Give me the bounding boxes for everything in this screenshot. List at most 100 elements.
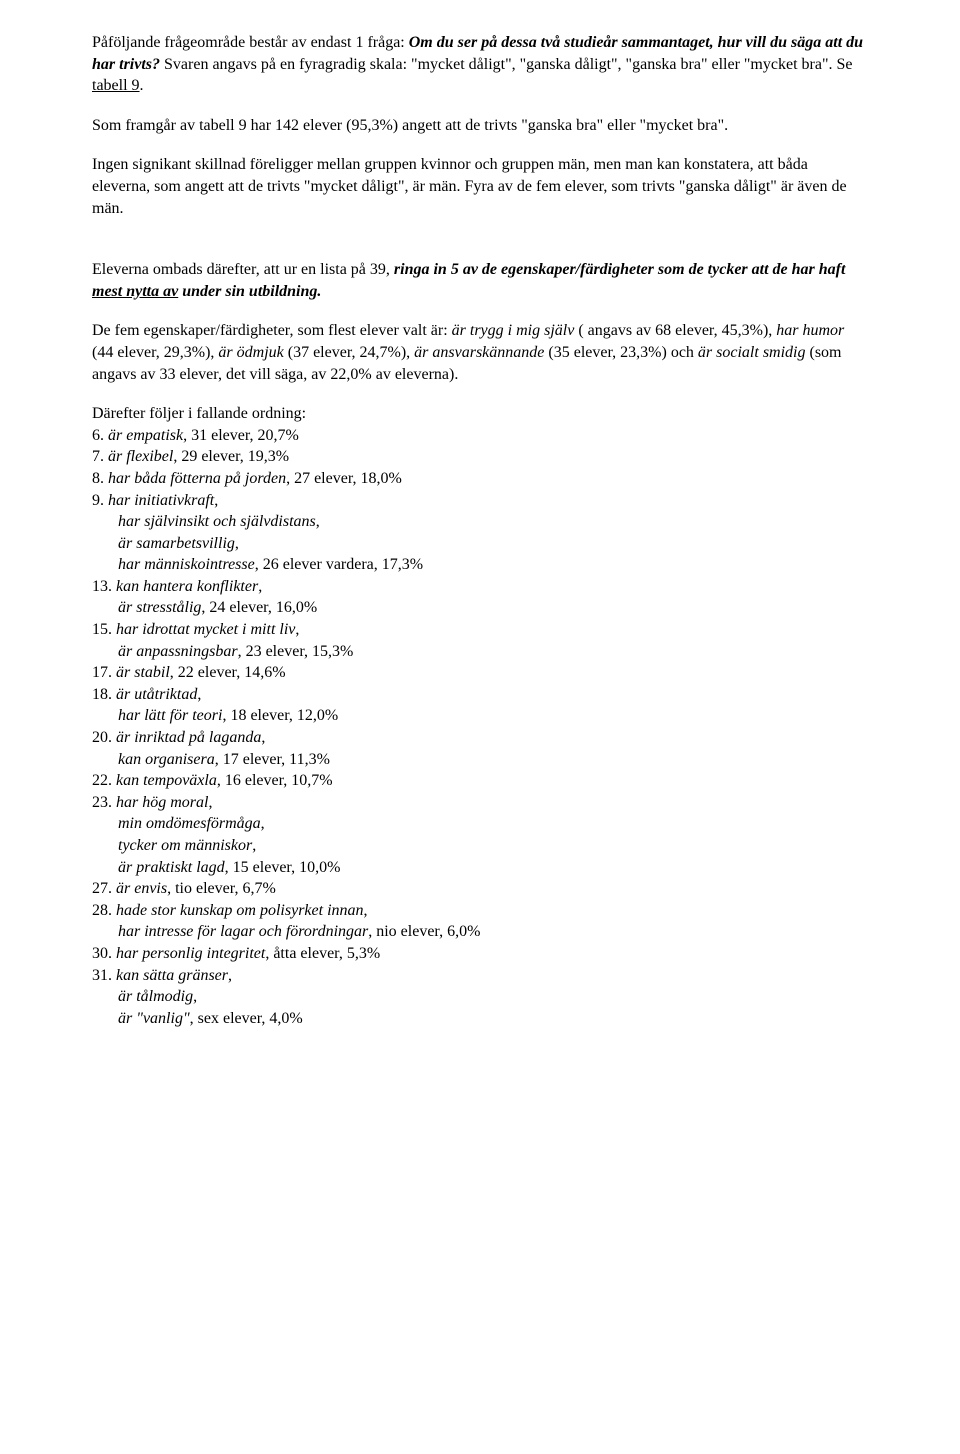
text: , xyxy=(295,621,299,638)
count: , åtta elever, 5,3% xyxy=(265,945,380,962)
skill: är flexibel xyxy=(108,448,173,465)
rank-number: 31. xyxy=(92,967,116,984)
list-item: har lätt för teori, 18 elever, 12,0% xyxy=(92,705,868,727)
text: (44 elever, 29,3%), xyxy=(92,344,218,361)
text: (35 elever, 23,3%) och xyxy=(544,344,698,361)
count: , 29 elever, 19,3% xyxy=(173,448,289,465)
text: , xyxy=(364,902,368,919)
rank-number: 13. xyxy=(92,578,116,595)
skill: har hög moral xyxy=(116,794,208,811)
rank-number: 28. xyxy=(92,902,116,919)
text: Eleverna ombads därefter, att ur en list… xyxy=(92,261,394,278)
skill: är ödmjuk xyxy=(218,344,283,361)
skill: är tålmodig xyxy=(118,988,193,1005)
count: , 24 elever, 16,0% xyxy=(201,599,317,616)
rank-number: 6. xyxy=(92,427,108,444)
count: , 27 elever, 18,0% xyxy=(286,470,402,487)
rank-number: 15. xyxy=(92,621,116,638)
list-item: är tålmodig, xyxy=(92,986,868,1008)
text: . xyxy=(140,77,144,94)
skill: har personlig integritet xyxy=(116,945,265,962)
text: , xyxy=(258,578,262,595)
count: , 22 elever, 14,6% xyxy=(170,664,286,681)
skill: har initiativkraft xyxy=(108,492,214,509)
text: (37 elever, 24,7%), xyxy=(284,344,414,361)
text: , xyxy=(252,837,256,854)
count: , 23 elever, 15,3% xyxy=(238,643,354,660)
list-item: 23. har hög moral, xyxy=(92,792,868,814)
skill: kan sätta gränser xyxy=(116,967,228,984)
text: , xyxy=(197,686,201,703)
list-item: kan organisera, 17 elever, 11,3% xyxy=(92,749,868,771)
list-item: 13. kan hantera konflikter, xyxy=(92,576,868,598)
list-item: 7. är flexibel, 29 elever, 19,3% xyxy=(92,446,868,468)
rank-number: 7. xyxy=(92,448,108,465)
list-item: tycker om människor, xyxy=(92,835,868,857)
skill: har lätt för teori xyxy=(118,707,222,724)
document-page: Påföljande frågeområde består av endast … xyxy=(0,0,960,1069)
list-item: 17. är stabil, 22 elever, 14,6% xyxy=(92,662,868,684)
rank-number: 17. xyxy=(92,664,116,681)
paragraph: Ingen signikant skillnad föreligger mell… xyxy=(92,154,868,219)
spacer xyxy=(92,237,868,259)
text: , xyxy=(235,535,239,552)
skill: är samarbetsvillig xyxy=(118,535,235,552)
list-item: 28. hade stor kunskap om polisyrket inna… xyxy=(92,900,868,922)
emphasis-underline: mest nytta av xyxy=(92,283,178,300)
rank-number: 30. xyxy=(92,945,116,962)
rank-number: 20. xyxy=(92,729,116,746)
skill: kan tempoväxla xyxy=(116,772,217,789)
list-item: har intresse för lagar och förordningar,… xyxy=(92,921,868,943)
list-item: min omdömesförmåga, xyxy=(92,813,868,835)
text: Påföljande frågeområde består av endast … xyxy=(92,34,409,51)
skill: är socialt smidig xyxy=(698,344,806,361)
list-item: 22. kan tempoväxla, 16 elever, 10,7% xyxy=(92,770,868,792)
count: , 16 elever, 10,7% xyxy=(217,772,333,789)
table-ref: tabell 9 xyxy=(92,77,140,94)
paragraph: Som framgår av tabell 9 har 142 elever (… xyxy=(92,115,868,137)
count: , sex elever, 4,0% xyxy=(190,1010,303,1027)
skill: har självinsikt och självdistans xyxy=(118,513,316,530)
list-item: 20. är inriktad på laganda, xyxy=(92,727,868,749)
emphasis: ringa in 5 av de egenskaper/färdigheter … xyxy=(394,261,846,278)
count: , 15 elever, 10,0% xyxy=(225,859,341,876)
skill: har människointresse xyxy=(118,556,255,573)
rank-number: 8. xyxy=(92,470,108,487)
list-item: har människointresse, 26 elever vardera,… xyxy=(92,554,868,576)
count: , tio elever, 6,7% xyxy=(167,880,276,897)
list-item: är anpassningsbar, 23 elever, 15,3% xyxy=(92,641,868,663)
emphasis: under sin utbildning. xyxy=(178,283,321,300)
list-item: 8. har båda fötterna på jorden, 27 eleve… xyxy=(92,468,868,490)
skill: hade stor kunskap om polisyrket innan xyxy=(116,902,364,919)
list-item: 27. är envis, tio elever, 6,7% xyxy=(92,878,868,900)
text: , xyxy=(208,794,212,811)
text: , xyxy=(193,988,197,1005)
skill: har båda fötterna på jorden xyxy=(108,470,286,487)
skill: är stabil xyxy=(116,664,170,681)
skill: har intresse för lagar och förordningar xyxy=(118,923,368,940)
text: , xyxy=(214,492,218,509)
list-item: 30. har personlig integritet, åtta eleve… xyxy=(92,943,868,965)
text: , xyxy=(228,967,232,984)
list-item: är praktiskt lagd, 15 elever, 10,0% xyxy=(92,857,868,879)
paragraph: De fem egenskaper/färdigheter, som flest… xyxy=(92,320,868,385)
skill: är trygg i mig själv xyxy=(452,322,575,339)
rank-number: 18. xyxy=(92,686,116,703)
ranked-list: 6. är empatisk, 31 elever, 20,7% 7. är f… xyxy=(92,425,868,1030)
text: , xyxy=(316,513,320,530)
text: De fem egenskaper/färdigheter, som flest… xyxy=(92,322,452,339)
paragraph: Eleverna ombads därefter, att ur en list… xyxy=(92,259,868,302)
count: , 18 elever, 12,0% xyxy=(222,707,338,724)
skill: är praktiskt lagd xyxy=(118,859,225,876)
count: , 31 elever, 20,7% xyxy=(183,427,299,444)
skill: kan organisera xyxy=(118,751,215,768)
skill: har idrottat mycket i mitt liv xyxy=(116,621,295,638)
skill: min omdömesförmåga xyxy=(118,815,261,832)
rank-number: 22. xyxy=(92,772,116,789)
count: , nio elever, 6,0% xyxy=(368,923,480,940)
rank-number: 23. xyxy=(92,794,116,811)
text: ( angavs av 68 elever, 45,3%), xyxy=(574,322,776,339)
list-heading: Därefter följer i fallande ordning: xyxy=(92,403,868,425)
list-item: 6. är empatisk, 31 elever, 20,7% xyxy=(92,425,868,447)
list-item: 15. har idrottat mycket i mitt liv, xyxy=(92,619,868,641)
